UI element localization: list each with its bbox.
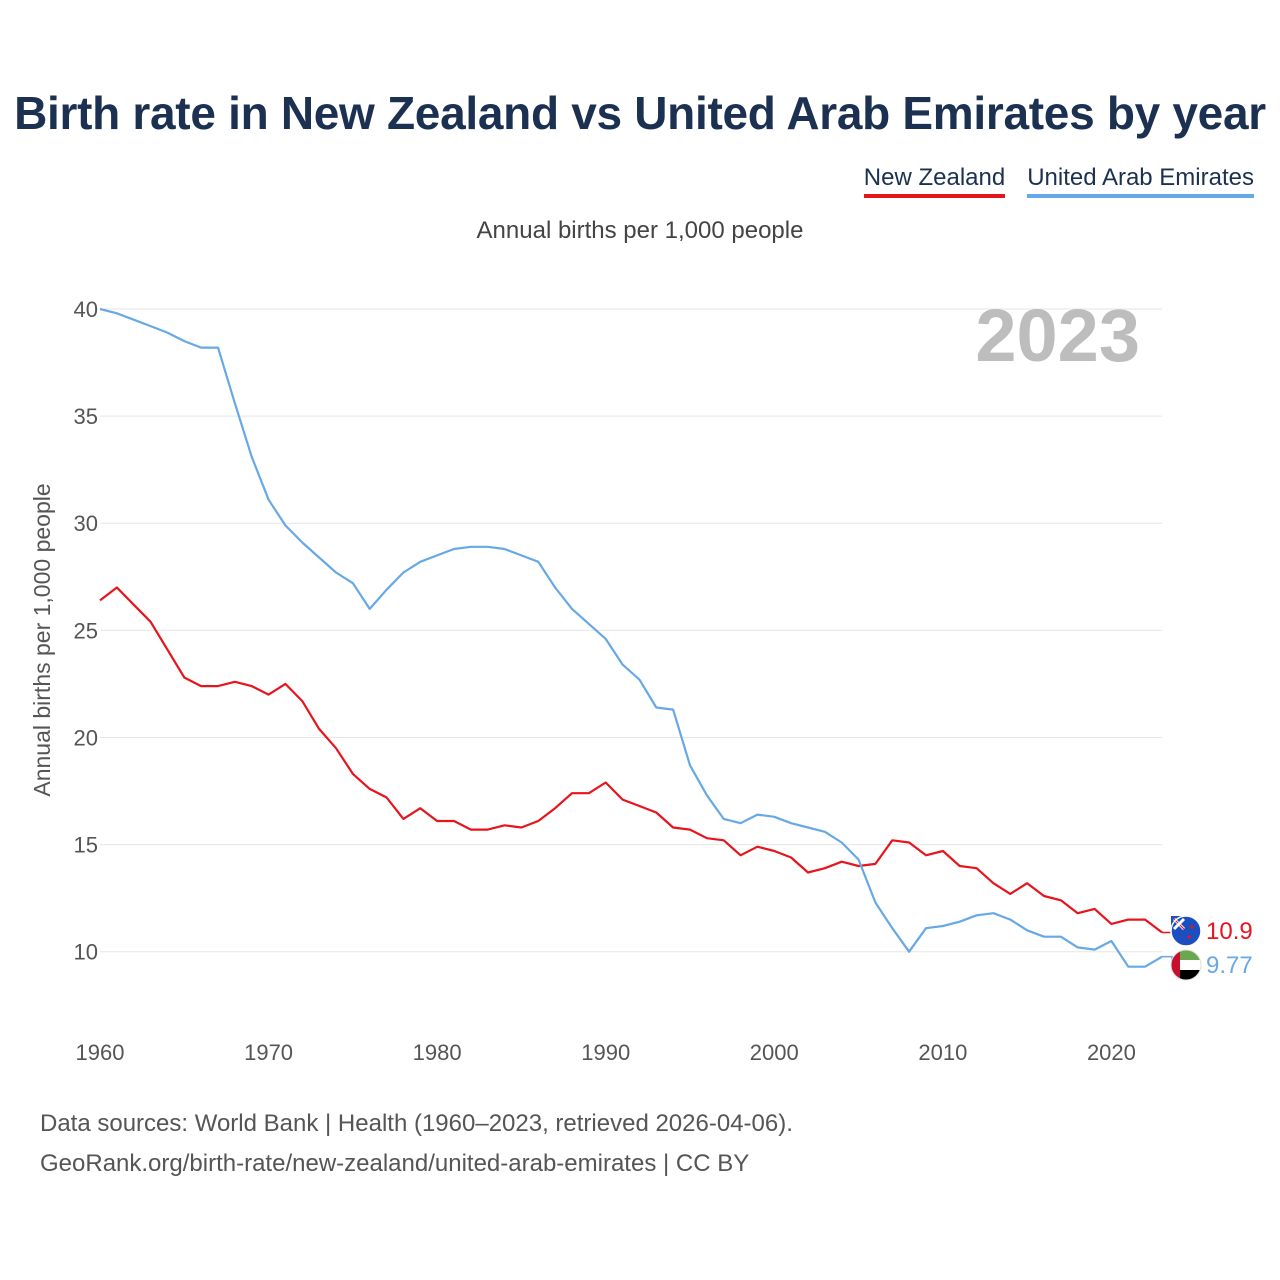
x-axis-ticks: 1960 1970 1980 1990 2000 2010 2020 <box>76 1040 1136 1065</box>
y-tick-label: 15 <box>74 833 98 858</box>
year-badge: 2023 <box>975 294 1140 377</box>
series-lines <box>99 307 1163 968</box>
x-tick-label: 2000 <box>750 1040 799 1065</box>
legend-item-united-arab-emirates[interactable]: United Arab Emirates <box>1027 164 1254 198</box>
y-axis-ticks: 10 15 20 25 30 35 40 <box>74 297 98 965</box>
series-line-nz <box>99 586 1163 934</box>
chart-title: Birth rate in New Zealand vs United Arab… <box>14 87 1266 139</box>
legend-item-new-zealand[interactable]: New Zealand <box>863 164 1006 198</box>
end-value-label-nz: 10.9 <box>1206 918 1253 945</box>
y-tick-label: 30 <box>74 511 98 536</box>
footer-link[interactable]: GeoRank.org/birth-rate/new-zealand/unite… <box>40 1150 750 1177</box>
series-line-uae <box>99 307 1163 968</box>
y-tick-label: 25 <box>74 618 98 643</box>
chart-subtitle: Annual births per 1,000 people <box>476 217 804 244</box>
y-axis-label: Annual births per 1,000 people <box>29 483 55 796</box>
end-value-label-uae: 9.77 <box>1206 952 1253 979</box>
y-tick-label: 10 <box>74 940 98 965</box>
x-tick-label: 1970 <box>244 1040 293 1065</box>
x-tick-label: 1980 <box>413 1040 462 1065</box>
x-tick-label: 1960 <box>76 1040 125 1065</box>
end-connector-uae <box>1162 955 1173 965</box>
y-tick-label: 35 <box>74 404 98 429</box>
x-tick-label: 2020 <box>1087 1040 1136 1065</box>
footer-sources: Data sources: World Bank | Health (1960–… <box>40 1110 793 1137</box>
y-tick-label: 20 <box>74 725 98 750</box>
uae-flag-icon <box>1170 949 1202 981</box>
grid-lines <box>100 308 1162 953</box>
y-tick-label: 40 <box>74 297 98 322</box>
end-markers: 10.9 9.77 <box>1162 915 1253 981</box>
legend: New Zealand United Arab Emirates <box>863 164 1254 198</box>
x-tick-label: 2010 <box>918 1040 967 1065</box>
x-tick-label: 1990 <box>581 1040 630 1065</box>
new-zealand-flag-icon <box>1170 915 1202 947</box>
footer: Data sources: World Bank | Health (1960–… <box>40 1104 793 1184</box>
